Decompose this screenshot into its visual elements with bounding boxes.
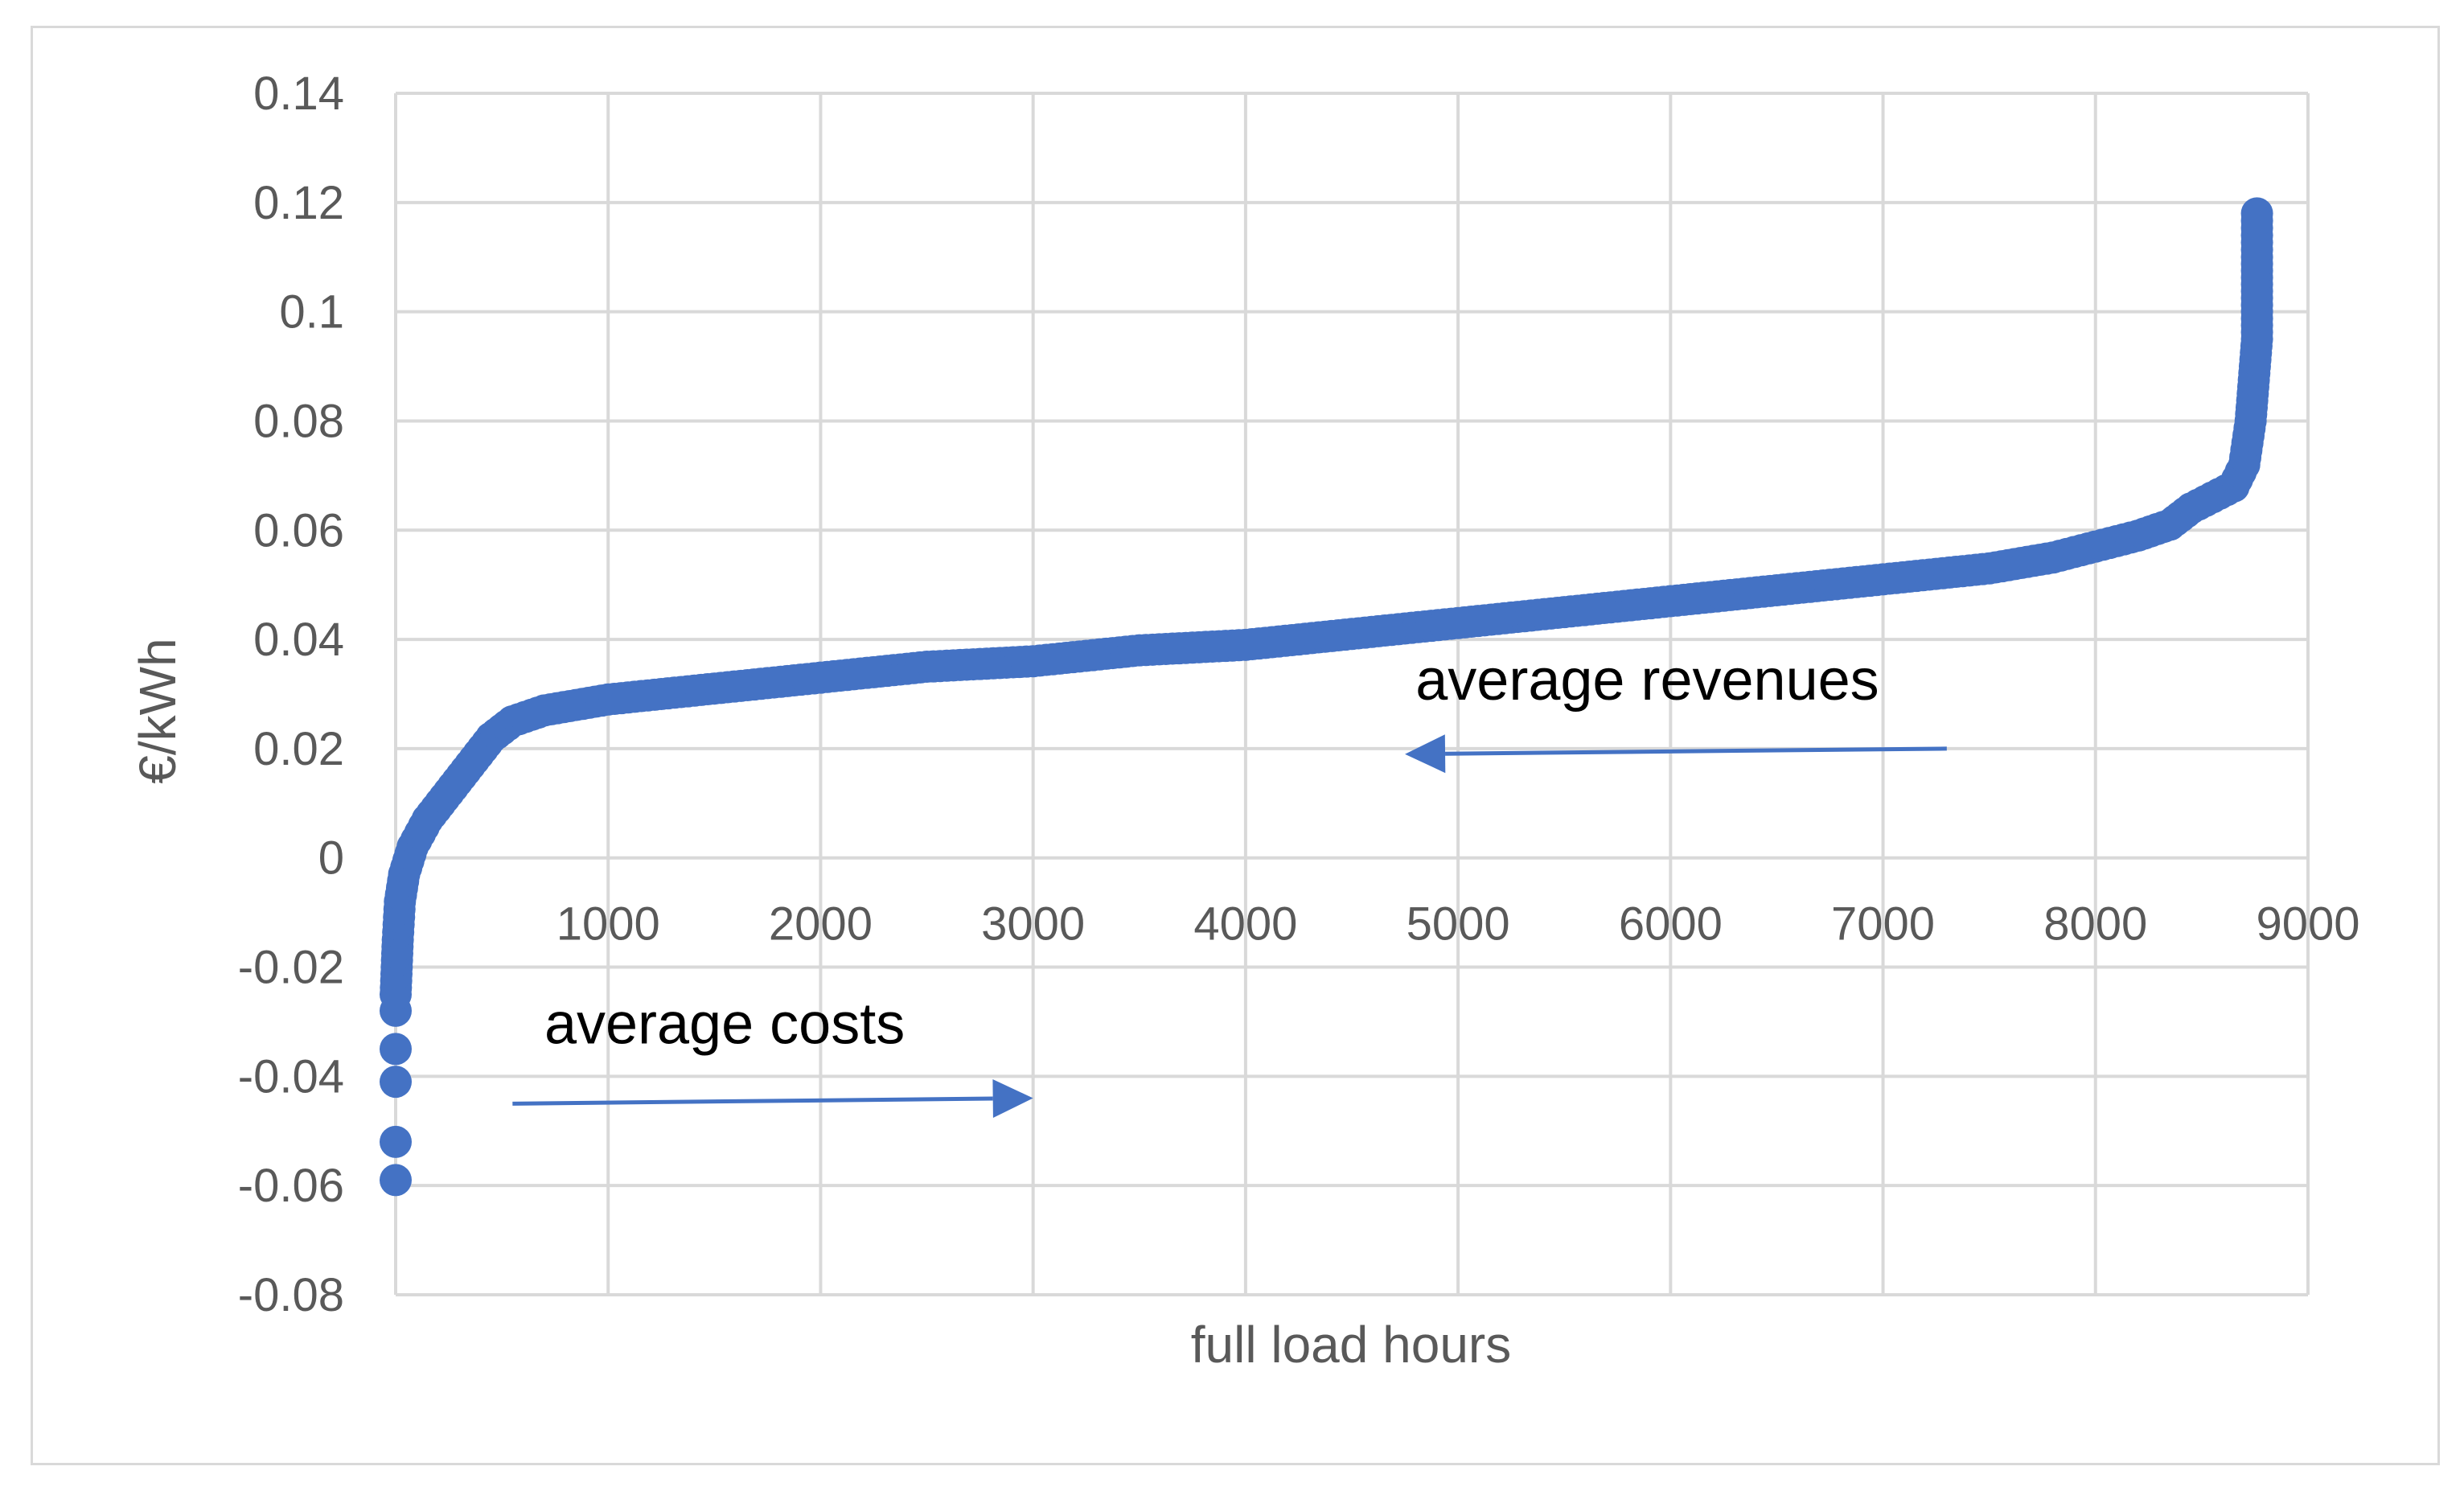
chart-frame xyxy=(31,26,2440,1465)
y-tick-label: 0.06 xyxy=(253,504,344,557)
x-tick-label: 8000 xyxy=(2043,898,2147,951)
grid xyxy=(394,92,2310,1296)
data-point xyxy=(380,1066,412,1099)
y-tick-label: -0.06 xyxy=(238,1160,344,1212)
x-tick-label: 5000 xyxy=(1407,898,1510,951)
data-point xyxy=(380,1033,412,1066)
annotation-arrow-head xyxy=(1405,734,1446,774)
y-tick-label: 0.12 xyxy=(253,177,344,229)
x-axis-title: full load hours xyxy=(1191,1316,1511,1374)
x-tick-label: 4000 xyxy=(1193,898,1297,951)
data-point xyxy=(380,1125,412,1158)
annotation-label: average revenues xyxy=(1415,648,1879,713)
y-tick-label: 0.1 xyxy=(279,286,344,339)
annotations: average revenues average costs xyxy=(512,648,1947,1119)
x-tick-label: 1000 xyxy=(556,898,660,951)
annotation-arrow-shaft xyxy=(1445,746,1947,756)
y-axis-title: €/kWh xyxy=(129,638,187,783)
series-points xyxy=(380,197,2273,1197)
y-tick-label: -0.04 xyxy=(238,1050,344,1103)
y-tick-label: -0.02 xyxy=(238,942,344,994)
data-point xyxy=(380,1164,412,1197)
y-tick-label: -0.08 xyxy=(238,1269,344,1321)
x-tick-label: 3000 xyxy=(981,898,1085,951)
annotation-label: average costs xyxy=(544,992,905,1057)
x-tick-label: 9000 xyxy=(2256,898,2359,951)
y-tick-label: 0.08 xyxy=(253,395,344,447)
y-tick-label: 0.04 xyxy=(253,614,344,666)
y-tick-label: 0.14 xyxy=(253,68,344,120)
y-tick-label: 0 xyxy=(318,832,344,885)
tick-labels: 0.14 0.12 0.1 0.08 0.06 0.04 0.02 0 -0.02 -0.04 -0… xyxy=(238,68,2360,1321)
y-tick-label: 0.02 xyxy=(253,723,344,775)
x-tick-label: 7000 xyxy=(1831,898,1935,951)
annotation-arrow-shaft xyxy=(512,1096,993,1106)
annotation-arrow-head xyxy=(992,1079,1033,1119)
data-point xyxy=(2240,204,2273,237)
x-tick-label: 2000 xyxy=(769,898,873,951)
x-tick-label: 6000 xyxy=(1619,898,1723,951)
